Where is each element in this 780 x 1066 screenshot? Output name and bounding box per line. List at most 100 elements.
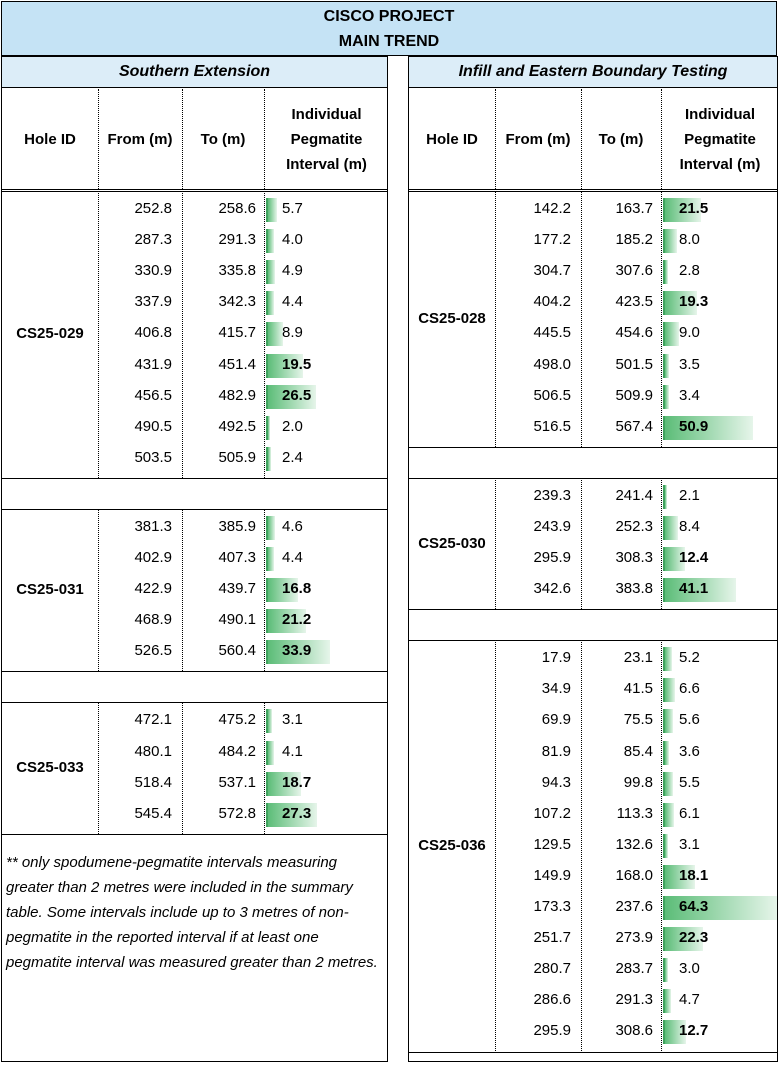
interval-value: 19.5 bbox=[282, 355, 312, 373]
to-value: 237.6 bbox=[615, 898, 653, 915]
interval-data-bar bbox=[663, 771, 673, 796]
interval-data-bar bbox=[663, 515, 678, 540]
column-divider bbox=[661, 191, 662, 447]
interval-value: 4.1 bbox=[282, 742, 303, 760]
to-value: 572.8 bbox=[218, 804, 256, 822]
from-value: 34.9 bbox=[541, 680, 571, 698]
from-value: 286.6 bbox=[533, 991, 571, 1009]
column-divider bbox=[264, 702, 265, 834]
interval-value: 3.6 bbox=[679, 742, 700, 760]
to-value: 168.0 bbox=[615, 866, 653, 884]
from-value: 516.5 bbox=[533, 417, 571, 435]
group-border bbox=[409, 477, 777, 479]
to-value: 273.9 bbox=[615, 929, 653, 947]
interval-value: 18.1 bbox=[679, 866, 709, 884]
interval-value: 3.5 bbox=[679, 355, 700, 373]
from-value: 287.3 bbox=[134, 231, 172, 249]
column-divider bbox=[495, 477, 496, 610]
column-divider bbox=[581, 477, 582, 610]
from-value: 490.5 bbox=[134, 417, 172, 435]
column-divider bbox=[182, 191, 183, 478]
to-value: 308.3 bbox=[615, 549, 653, 566]
column-header-from: From (m) bbox=[107, 130, 173, 148]
interval-data-bar bbox=[663, 547, 685, 571]
interval-value: 50.9 bbox=[679, 417, 709, 435]
from-value: 251.7 bbox=[533, 929, 571, 947]
interval-value: 21.2 bbox=[282, 611, 312, 629]
column-header-hole-id: Hole ID bbox=[24, 130, 76, 148]
group-border bbox=[2, 508, 387, 510]
project-title: CISCO PROJECT bbox=[323, 8, 455, 25]
from-value: 243.9 bbox=[533, 517, 571, 535]
interval-data-bar bbox=[266, 446, 271, 471]
group-border bbox=[409, 191, 777, 192]
hole-id: CS25-029 bbox=[16, 325, 84, 343]
trend-title: MAIN TREND bbox=[338, 33, 440, 50]
to-value: 383.8 bbox=[615, 580, 653, 598]
to-value: 307.6 bbox=[615, 262, 653, 280]
interval-data-bar bbox=[266, 198, 277, 222]
interval-data-bar bbox=[663, 322, 679, 347]
panel-gap bbox=[387, 57, 409, 1062]
interval-data-bar bbox=[663, 740, 670, 765]
interval-data-bar bbox=[663, 989, 672, 1014]
column-divider bbox=[581, 89, 582, 189]
interval-data-bar bbox=[663, 415, 754, 440]
interval-value: 41.1 bbox=[679, 580, 709, 598]
interval-value: 12.7 bbox=[679, 1022, 709, 1040]
from-value: 506.5 bbox=[533, 386, 571, 404]
interval-value: 22.3 bbox=[679, 929, 709, 947]
hole-id: CS25-036 bbox=[418, 836, 486, 854]
interval-data-bar bbox=[266, 291, 275, 316]
column-divider bbox=[495, 89, 496, 189]
column-header-to: To (m) bbox=[598, 130, 644, 148]
interval-data-bar bbox=[663, 802, 674, 827]
interval-data-bar bbox=[266, 384, 316, 409]
group-border bbox=[2, 702, 387, 704]
interval-value: 8.4 bbox=[679, 517, 700, 535]
to-value: 41.5 bbox=[623, 680, 653, 698]
column-divider bbox=[182, 89, 183, 189]
column-header-hole-id: Hole ID bbox=[426, 130, 478, 148]
from-value: 107.2 bbox=[533, 804, 571, 822]
column-divider bbox=[581, 191, 582, 447]
from-value: 406.8 bbox=[134, 324, 172, 342]
from-value: 252.8 bbox=[134, 200, 172, 217]
interval-data-bar bbox=[663, 958, 669, 983]
group-border bbox=[409, 1051, 777, 1053]
column-divider bbox=[661, 89, 662, 189]
to-value: 23.1 bbox=[623, 649, 653, 667]
interval-data-bar bbox=[663, 484, 667, 509]
column-divider bbox=[661, 477, 662, 610]
from-value: 81.9 bbox=[541, 742, 571, 760]
interval-value: 8.0 bbox=[679, 231, 700, 249]
interval-data-bar bbox=[266, 802, 318, 827]
interval-value: 5.7 bbox=[282, 200, 303, 217]
from-value: 280.7 bbox=[533, 960, 571, 978]
southern-extension-title: Southern Extension bbox=[2, 57, 387, 88]
from-value: 503.5 bbox=[134, 448, 172, 466]
southern-extension-panel: Southern Extension Hole ID From (m) To (m)… bbox=[1, 56, 388, 1062]
to-value: 163.7 bbox=[615, 200, 653, 217]
from-value: 498.0 bbox=[533, 355, 571, 373]
header-divider bbox=[409, 189, 777, 190]
interval-data-bar bbox=[663, 864, 696, 889]
interval-value: 27.3 bbox=[282, 804, 312, 822]
from-value: 422.9 bbox=[134, 580, 172, 598]
interval-value: 64.3 bbox=[679, 898, 709, 915]
infill-eastern-panel: Infill and Eastern Boundary Testing Hole… bbox=[408, 56, 778, 1062]
from-value: 177.2 bbox=[533, 231, 571, 249]
interval-data-bar bbox=[266, 353, 303, 378]
group-border bbox=[2, 833, 387, 835]
table-title-bar: CISCO PROJECT MAIN TREND bbox=[1, 1, 777, 56]
to-value: 537.1 bbox=[218, 773, 256, 791]
to-value: 132.6 bbox=[615, 835, 653, 853]
interval-data-bar bbox=[663, 709, 673, 734]
to-value: 85.4 bbox=[623, 742, 653, 760]
interval-value: 4.4 bbox=[282, 293, 303, 311]
to-value: 75.5 bbox=[623, 711, 653, 729]
to-value: 505.9 bbox=[218, 448, 256, 466]
to-value: 501.5 bbox=[615, 355, 653, 373]
column-divider bbox=[182, 702, 183, 834]
